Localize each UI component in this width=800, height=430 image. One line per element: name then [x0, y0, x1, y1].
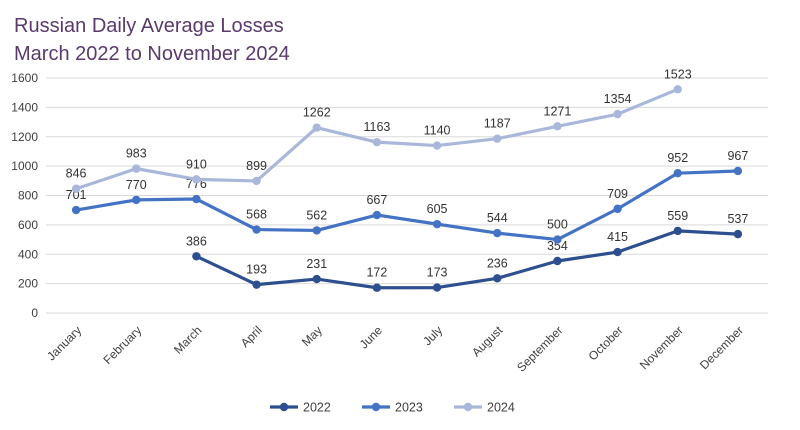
- data-label-2024: 910: [186, 157, 207, 171]
- data-point-2022: [673, 226, 682, 236]
- data-point-2024: [553, 122, 562, 131]
- data-label-2024: 1354: [604, 92, 632, 106]
- data-point-2024: [432, 141, 442, 150]
- data-label-2024: 1140: [424, 124, 451, 138]
- data-label-2022: 415: [607, 230, 628, 244]
- data-label-2024: 1163: [363, 120, 390, 134]
- data-label-2024: 1523: [664, 67, 692, 81]
- legend-swatch-marker-2022: [279, 402, 289, 412]
- series-line-2022: [194, 229, 740, 290]
- x-tick-label: June: [357, 323, 386, 352]
- data-point-2024: [192, 175, 201, 184]
- y-tick-label: 1200: [11, 130, 38, 144]
- legend-label-2022: 2022: [303, 401, 331, 415]
- y-tick-label: 600: [18, 218, 38, 232]
- data-point-2024: [71, 184, 81, 193]
- y-tick-label: 1000: [11, 159, 38, 173]
- data-label-2024: 1187: [484, 117, 511, 131]
- data-point-2022: [252, 280, 261, 289]
- y-tick-label: 0: [31, 306, 38, 320]
- x-tick-label: September: [514, 323, 565, 374]
- data-point-2024: [493, 134, 502, 143]
- data-label-2024: 983: [126, 147, 147, 161]
- data-label-2022: 354: [547, 239, 568, 253]
- data-point-2023: [71, 205, 81, 215]
- chart-title-block: Russian Daily Average Losses March 2022 …: [14, 12, 290, 68]
- data-point-2022: [553, 256, 562, 266]
- data-point-2022: [733, 229, 743, 239]
- data-label-2023: 568: [246, 208, 267, 222]
- data-point-2023: [252, 225, 261, 234]
- data-point-2024: [673, 85, 682, 94]
- data-label-2024: 1262: [303, 106, 331, 120]
- data-point-2024: [312, 123, 321, 132]
- data-point-2023: [372, 210, 382, 220]
- data-point-2022: [312, 274, 321, 284]
- data-label-2022: 236: [487, 256, 508, 270]
- legend-label-2023: 2023: [395, 401, 423, 415]
- data-point-2023: [673, 168, 682, 178]
- data-label-2022: 193: [246, 263, 267, 277]
- x-tick-label: December: [697, 323, 746, 372]
- data-label-2023: 562: [306, 208, 327, 222]
- data-point-2023: [493, 228, 502, 238]
- legend-swatch-marker-2023: [371, 402, 381, 412]
- x-tick-label: March: [171, 323, 204, 356]
- y-tick-label: 200: [18, 277, 38, 291]
- data-label-2023: 544: [487, 211, 508, 225]
- data-label-2022: 559: [667, 209, 688, 223]
- data-point-2024: [613, 109, 622, 119]
- chart-subtitle: March 2022 to November 2024: [14, 43, 290, 65]
- data-label-2023: 967: [727, 149, 748, 163]
- x-tick-label: July: [420, 323, 445, 348]
- legend-swatch-marker-2024: [463, 402, 473, 412]
- x-tick-label: May: [299, 323, 325, 349]
- y-tick-label: 1400: [11, 100, 38, 114]
- x-tick-label: February: [101, 323, 145, 367]
- data-point-2023: [132, 195, 141, 205]
- data-label-2024: 1271: [544, 104, 572, 118]
- data-label-2023: 605: [427, 202, 448, 216]
- data-point-2022: [192, 252, 201, 261]
- data-label-2023: 709: [607, 187, 628, 201]
- data-point-2022: [432, 283, 442, 292]
- data-label-2023: 952: [667, 151, 688, 165]
- data-label-2022: 172: [366, 266, 387, 280]
- series-line-2023: [74, 169, 740, 242]
- data-point-2023: [613, 204, 622, 214]
- data-point-2023: [432, 219, 442, 229]
- y-tick-label: 400: [18, 247, 38, 261]
- data-point-2024: [372, 137, 382, 147]
- data-point-2024: [132, 164, 141, 173]
- y-tick-label: 1600: [11, 71, 38, 85]
- data-point-2023: [312, 226, 321, 235]
- data-point-2022: [613, 247, 622, 257]
- x-tick-label: January: [44, 323, 84, 363]
- data-point-2022: [493, 274, 502, 283]
- data-point-2023: [733, 166, 743, 176]
- data-label-2023: 500: [547, 218, 568, 232]
- data-point-2023: [553, 235, 562, 244]
- data-label-2023: 701: [66, 188, 87, 202]
- chart-title: Russian Daily Average Losses: [14, 15, 284, 37]
- data-label-2024: 846: [66, 167, 87, 181]
- x-tick-label: April: [238, 323, 265, 350]
- x-tick-label: August: [469, 323, 506, 360]
- data-label-2023: 667: [366, 193, 387, 207]
- data-point-2022: [372, 283, 382, 292]
- data-point-2024: [252, 176, 261, 186]
- data-label-2024: 899: [246, 159, 267, 173]
- data-label-2022: 173: [427, 266, 448, 280]
- data-label-2022: 386: [186, 234, 207, 248]
- data-point-2023: [192, 194, 201, 204]
- data-label-2022: 537: [727, 212, 748, 226]
- legend-label-2024: 2024: [487, 401, 515, 415]
- x-tick-label: November: [637, 323, 686, 372]
- y-tick-label: 800: [18, 189, 38, 203]
- x-tick-label: October: [586, 323, 626, 363]
- data-label-2022: 231: [306, 257, 327, 271]
- data-label-2023: 770: [126, 178, 147, 192]
